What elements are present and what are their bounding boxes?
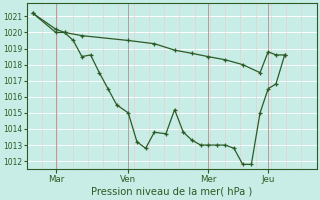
X-axis label: Pression niveau de la mer( hPa ): Pression niveau de la mer( hPa ) <box>91 187 252 197</box>
